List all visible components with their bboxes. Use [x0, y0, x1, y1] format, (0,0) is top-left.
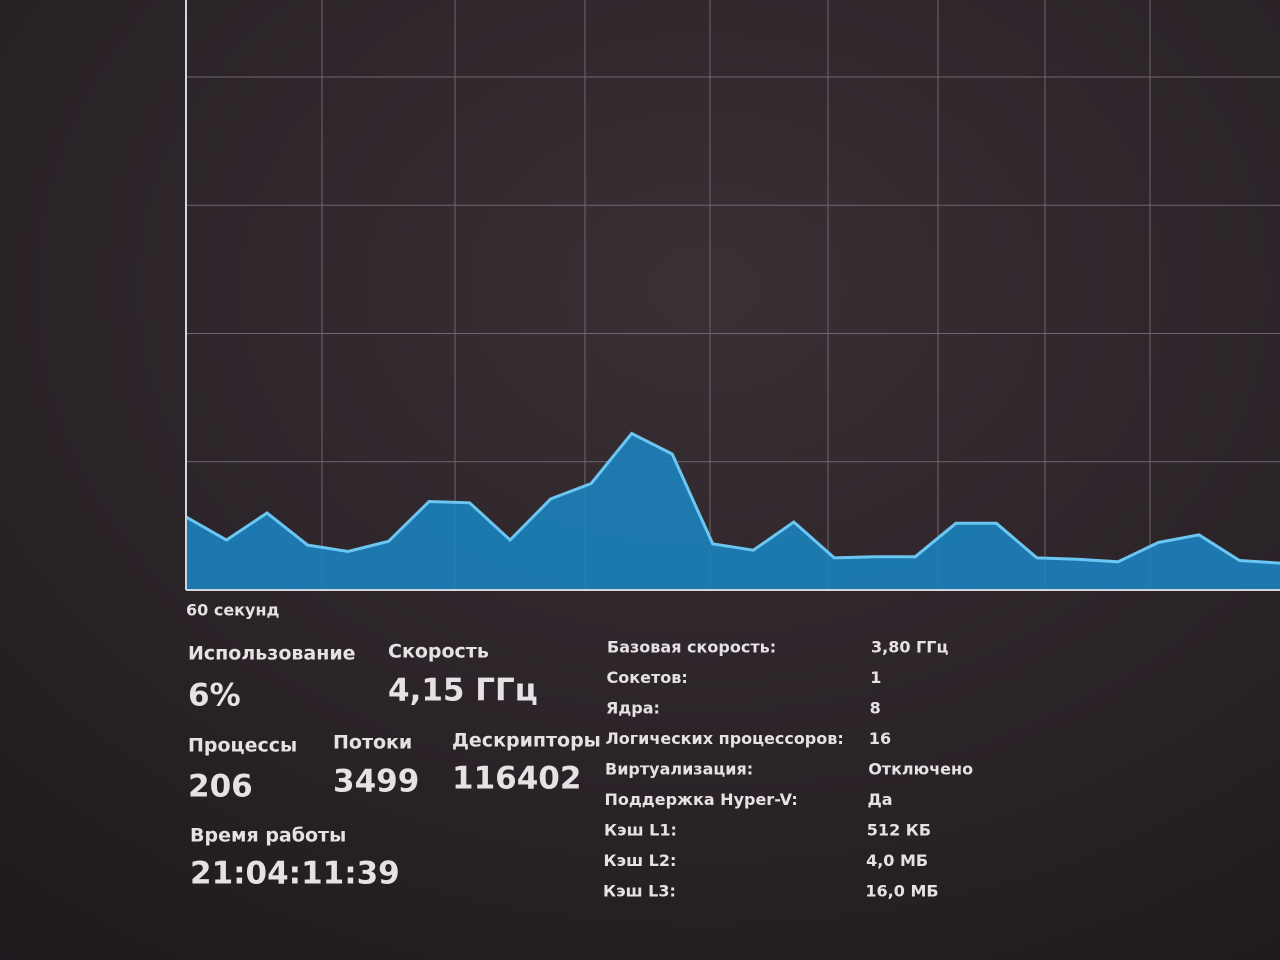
cpu-area — [186, 433, 1280, 590]
stat-value: 206 — [188, 769, 253, 805]
stat-label: Дескрипторы — [452, 730, 601, 752]
stat-value: 6% — [188, 678, 241, 714]
stat-value: 116402 — [452, 761, 581, 797]
detail-value: 3,80 ГГц — [871, 638, 948, 657]
stat-value: 3499 — [333, 764, 419, 800]
stat-value: 4,15 ГГц — [388, 673, 538, 709]
detail-label: Базовая скорость: — [607, 638, 776, 657]
cpu-line — [185, 431, 1280, 565]
detail-value: Отключено — [868, 760, 973, 779]
x-label: 60 секунд — [186, 601, 280, 620]
detail-value: 8 — [870, 699, 881, 718]
detail-value: Да — [868, 790, 893, 809]
stat-label: Потоки — [333, 732, 412, 754]
detail-value: 16 — [869, 729, 891, 748]
detail-label: Логических процессоров: — [606, 729, 844, 748]
stat-label: Время работы — [190, 825, 346, 847]
stat-label: Скорость — [388, 641, 489, 663]
stat-value: 21:04:11:39 — [190, 856, 400, 892]
detail-label: Сокетов: — [607, 668, 688, 687]
detail-label: Виртуализация: — [605, 760, 753, 779]
detail-label: Кэш L1: — [604, 821, 677, 840]
detail-value: 1 — [870, 668, 881, 687]
stat-label: Процессы — [188, 735, 297, 757]
vertical-grid — [321, 0, 1151, 590]
detail-label: Поддержка Hyper-V: — [605, 790, 798, 809]
detail-value: 16,0 МБ — [865, 882, 938, 901]
stat-label: Использование — [188, 643, 356, 665]
detail-label: Кэш L3: — [603, 882, 676, 901]
detail-value: 512 КБ — [867, 821, 931, 840]
detail-label: Кэш L2: — [604, 851, 677, 870]
detail-value: 4,0 МБ — [866, 851, 928, 870]
detail-label: Ядра: — [606, 699, 660, 718]
